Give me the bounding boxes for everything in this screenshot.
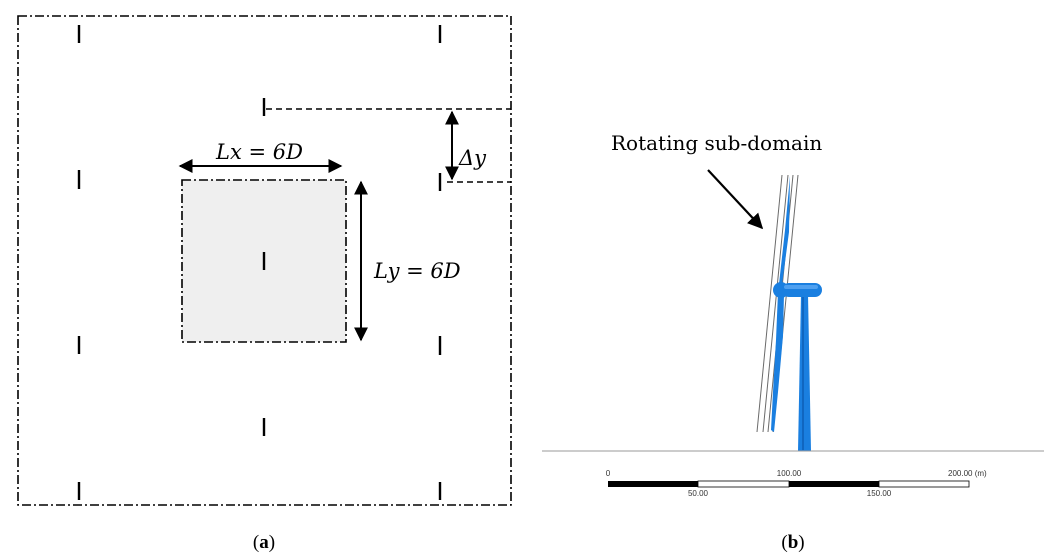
scale-label: 150.00 [867,489,892,498]
lx-label: Lx = 6D [215,140,303,164]
outer-domain-boundary [17,15,512,506]
turbine-blade-lower [771,292,784,432]
scale-label: 50.00 [688,489,709,498]
caption-b: (b) [781,532,804,553]
ly-label: Ly = 6D [373,259,461,283]
scale-label: 100.00 [777,469,802,478]
periodic-subdomain [181,179,347,343]
turbine-tower [798,294,811,451]
scale-segment [878,480,970,488]
panel-b: Rotating sub-domain [542,131,1044,553]
dy-label: Δy [458,146,487,170]
scale-segment [789,481,879,487]
scale-segment [608,481,698,487]
scale-label: 0 [606,469,611,478]
turbine-markers [77,25,442,500]
scale-segment [697,480,790,488]
annotation-arrow [707,169,764,230]
scale-bar: 0 100.00 200.00 (m) 50.00 150.00 [606,469,987,498]
turbine-blade-upper [779,176,790,285]
panel-a: Δy Lx = 6D Ly = 6D (a) [17,15,512,553]
wind-turbine [771,176,822,451]
caption-a: (a) [253,532,275,553]
rotating-subdomain-label: Rotating sub-domain [611,131,822,155]
scale-label: 200.00 (m) [948,469,987,478]
